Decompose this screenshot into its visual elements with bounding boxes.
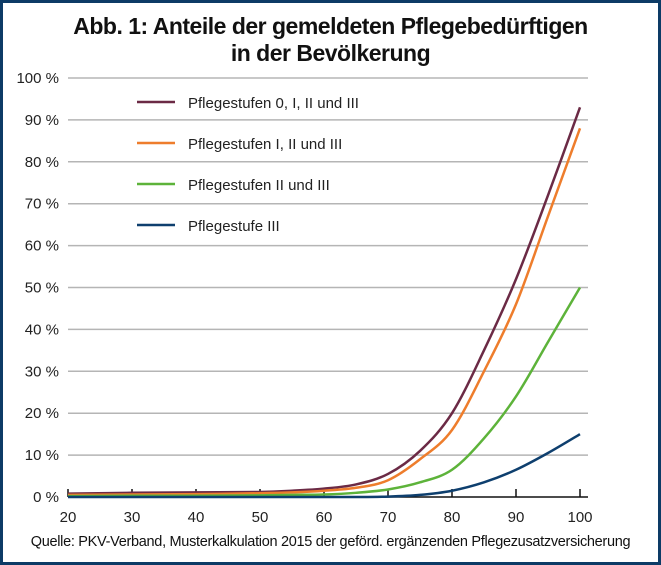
y-tick-label: 40 % <box>25 321 59 338</box>
y-tick-label: 60 % <box>25 238 59 255</box>
line-chart: 0 % 10 % 20 % 30 % 40 % 50 % 60 % 70 % 80 % 90 % 1… <box>16 70 592 526</box>
series-line-4 <box>68 433 581 499</box>
y-tick-label: 80 % <box>25 154 59 171</box>
x-tick-label: 60 <box>316 509 333 526</box>
chart-title-line-1: Abb. 1: Anteile der gemeldeten Pflegebed… <box>73 13 588 39</box>
y-tick-label: 90 % <box>25 112 59 129</box>
x-tick-label: 80 <box>444 509 461 526</box>
y-tick-label: 50 % <box>25 280 59 297</box>
y-tick-label: 10 % <box>25 447 59 464</box>
legend-label: Pflegestufe III <box>188 218 280 235</box>
x-tick-label: 30 <box>124 509 141 526</box>
legend-label: Pflegestufen 0, I, II und III <box>188 95 359 112</box>
source-note: Quelle: PKV-Verband, Musterkalkulation 2… <box>30 534 631 550</box>
series-line-1 <box>67 106 582 495</box>
y-tick-label: 0 % <box>33 489 59 506</box>
legend-label: Pflegestufen I, II und III <box>188 136 342 153</box>
y-tick-label: 30 % <box>25 363 59 380</box>
x-tick-label: 50 <box>252 509 269 526</box>
y-tick-label: 100 % <box>16 70 59 87</box>
legend-label: Pflegestufen II und III <box>188 177 330 194</box>
x-tick-label: 90 <box>508 509 525 526</box>
x-tick-label: 40 <box>188 509 205 526</box>
y-tick-label: 70 % <box>25 196 59 213</box>
x-tick-label: 20 <box>60 509 77 526</box>
chart-title: Abb. 1: Anteile der gemeldeten Pflegebed… <box>3 13 658 67</box>
series-line-3 <box>67 286 582 498</box>
series-line-2 <box>67 127 582 497</box>
y-tick-label: 20 % <box>25 405 59 422</box>
x-tick-label: 70 <box>380 509 397 526</box>
x-tick-label: 100 <box>567 509 592 526</box>
chart-title-line-2: in der Bevölkerung <box>230 40 431 66</box>
